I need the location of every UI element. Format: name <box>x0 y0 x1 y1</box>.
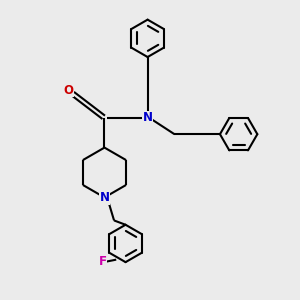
Text: N: N <box>100 191 110 204</box>
Text: N: N <box>142 111 153 124</box>
Text: F: F <box>99 255 107 268</box>
Text: O: O <box>63 84 73 97</box>
